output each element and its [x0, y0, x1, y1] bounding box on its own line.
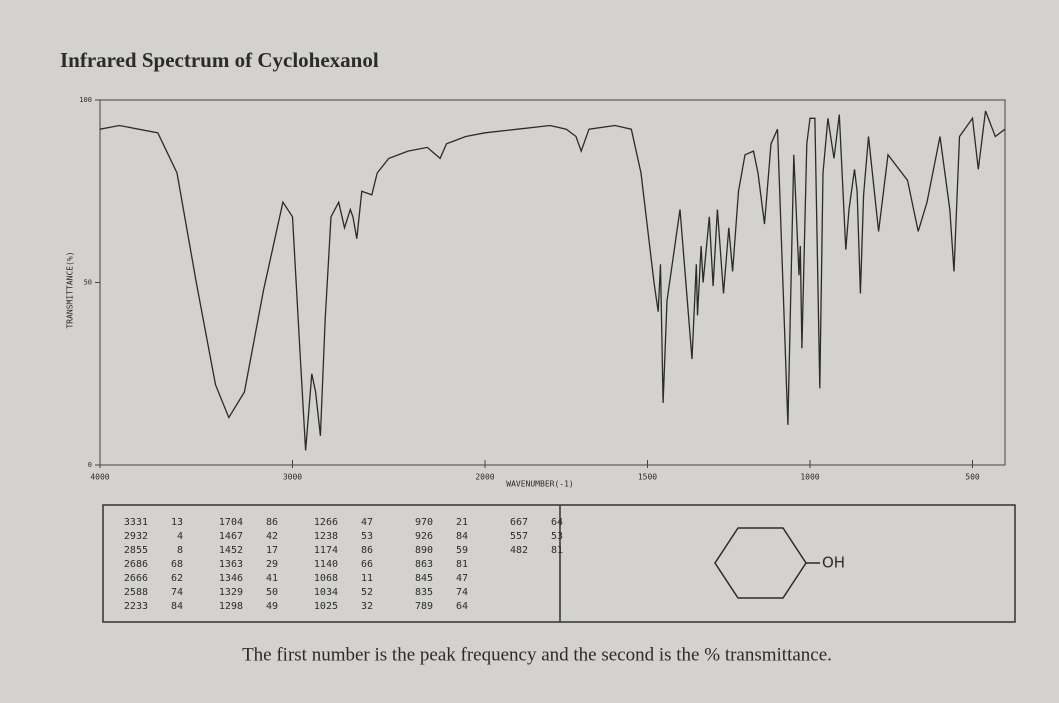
- peak-frequency: 926: [415, 531, 433, 542]
- peak-frequency: 1346: [219, 573, 243, 584]
- peak-transmittance: 53: [361, 531, 373, 542]
- peak-frequency: 1238: [314, 531, 338, 542]
- peak-transmittance: 21: [456, 517, 468, 528]
- peak-transmittance: 41: [266, 573, 278, 584]
- peak-frequency: 2686: [124, 559, 148, 570]
- peak-frequency: 667: [510, 517, 528, 528]
- peak-transmittance: 86: [361, 545, 373, 556]
- peak-transmittance: 42: [266, 531, 278, 542]
- peak-transmittance: 32: [361, 601, 373, 612]
- oh-label: OH: [822, 554, 845, 572]
- peak-transmittance: 81: [456, 559, 468, 570]
- x-axis-label: WAVENUMBER(-1): [506, 480, 573, 489]
- peak-frequency: 1467: [219, 531, 243, 542]
- table-frame: [102, 504, 1016, 623]
- peak-transmittance: 81: [551, 545, 563, 556]
- peak-frequency: 2233: [124, 601, 148, 612]
- peak-frequency: 1704: [219, 517, 243, 528]
- y-tick-label: 0: [88, 461, 92, 469]
- spectrum-line: [99, 110, 1006, 451]
- peak-frequency: 890: [415, 545, 433, 556]
- peak-frequency: 1174: [314, 545, 338, 556]
- x-tick-label: 1500: [638, 473, 657, 482]
- y-tick-label: 50: [84, 279, 92, 287]
- peak-transmittance: 68: [171, 559, 183, 570]
- peak-frequency: 789: [415, 601, 433, 612]
- peak-frequency: 1266: [314, 517, 338, 528]
- peak-transmittance: 74: [171, 587, 183, 598]
- peak-frequency: 2666: [124, 573, 148, 584]
- peak-frequency: 1068: [314, 573, 338, 584]
- peak-frequency: 1140: [314, 559, 338, 570]
- peak-frequency: 1363: [219, 559, 243, 570]
- peak-frequency: 845: [415, 573, 433, 584]
- chart-title: Infrared Spectrum of Cyclohexanol: [60, 48, 379, 72]
- peak-transmittance: 64: [551, 517, 563, 528]
- peak-frequency: 1452: [219, 545, 243, 556]
- peak-transmittance: 50: [266, 587, 278, 598]
- peak-transmittance: 84: [171, 601, 183, 612]
- peak-transmittance: 84: [456, 531, 468, 542]
- x-tick-label: 1000: [800, 473, 819, 482]
- peak-frequency: 482: [510, 545, 528, 556]
- peak-frequency: 970: [415, 517, 433, 528]
- x-tick-label: 4000: [90, 473, 109, 482]
- peak-transmittance: 49: [266, 601, 278, 612]
- x-tick-label: 500: [965, 473, 980, 482]
- peak-transmittance: 53: [551, 531, 563, 542]
- peak-transmittance: 52: [361, 587, 373, 598]
- peak-frequency: 1025: [314, 601, 338, 612]
- y-axis-label: TRANSMITTANCE(%): [66, 251, 75, 328]
- peak-transmittance: 29: [266, 559, 278, 570]
- peak-transmittance: 17: [266, 545, 278, 556]
- peak-transmittance: 8: [177, 545, 183, 556]
- peak-frequency: 557: [510, 531, 528, 542]
- peak-transmittance: 4: [177, 531, 183, 542]
- peak-transmittance: 64: [456, 601, 468, 612]
- peak-transmittance: 66: [361, 559, 373, 570]
- x-tick-label: 3000: [283, 473, 302, 482]
- peak-frequency: 2588: [124, 587, 148, 598]
- peak-frequency: 2932: [124, 531, 148, 542]
- peak-transmittance: 13: [171, 517, 183, 528]
- peak-transmittance: 11: [361, 573, 373, 584]
- peak-frequency: 2855: [124, 545, 148, 556]
- peak-transmittance: 47: [361, 517, 373, 528]
- y-tick-label: 100: [79, 96, 92, 104]
- peak-transmittance: 74: [456, 587, 468, 598]
- peak-transmittance: 62: [171, 573, 183, 584]
- peak-frequency: 1329: [219, 587, 243, 598]
- footnote: The first number is the peak frequency a…: [242, 644, 832, 665]
- x-tick-label: 2000: [475, 473, 494, 482]
- peak-frequency: 835: [415, 587, 433, 598]
- peak-frequency: 1034: [314, 587, 338, 598]
- peak-frequency: 3331: [124, 517, 148, 528]
- peak-frequency: 863: [415, 559, 433, 570]
- peak-frequency: 1298: [219, 601, 243, 612]
- peak-transmittance: 47: [456, 573, 468, 584]
- peak-transmittance: 59: [456, 545, 468, 556]
- peak-transmittance: 86: [266, 517, 278, 528]
